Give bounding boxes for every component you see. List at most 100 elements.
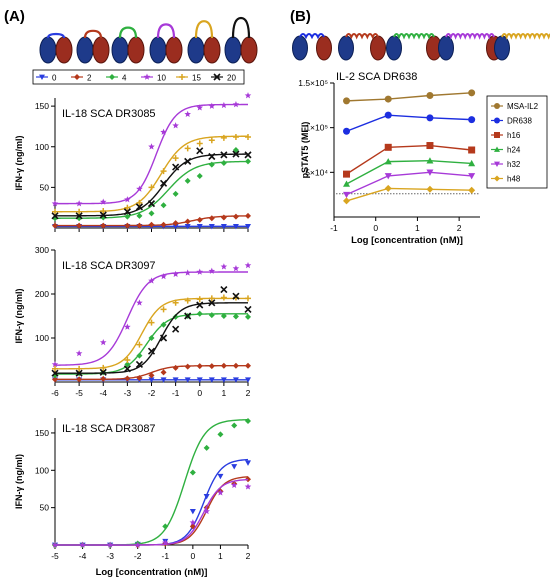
data-point [172, 163, 180, 171]
data-point [232, 134, 239, 140]
data-point [244, 483, 252, 490]
data-point [148, 335, 155, 341]
data-point [99, 368, 107, 376]
data-point [160, 369, 167, 376]
data-point [203, 444, 210, 451]
legend-label: 0 [52, 74, 57, 83]
x-axis-label: Log [concentration (nM)] [351, 235, 463, 246]
data-point [159, 334, 168, 342]
x-tick-label: -5 [75, 388, 83, 398]
series-h16 [343, 142, 476, 178]
data-point [134, 541, 141, 548]
x-tick-label: -1 [330, 223, 338, 233]
data-point [160, 306, 167, 313]
data-point [196, 104, 204, 111]
chart-dr638: 5×10⁴ 1×10⁵ 1.5×10⁵ -1 0 1 2 IL-2 SCA DR638 pSTA… [298, 71, 480, 246]
data-point [184, 145, 191, 152]
data-point [343, 170, 351, 178]
data-point [75, 200, 83, 207]
data-point [426, 157, 434, 164]
legend-marker [39, 74, 45, 80]
data-point [52, 365, 58, 372]
data-point [468, 186, 476, 194]
data-point [220, 377, 227, 383]
data-point [172, 377, 179, 383]
il2-molecule-icon-3 [438, 33, 502, 61]
data-point [136, 185, 143, 192]
molecule-icon-1 [76, 29, 110, 64]
data-point [189, 469, 196, 476]
data-point [231, 422, 238, 429]
series-2 [52, 362, 251, 383]
x-tick-label: -3 [106, 551, 114, 561]
linker [345, 33, 379, 40]
legend-label: 2 [87, 74, 92, 83]
data-point [106, 541, 114, 548]
data-point [244, 151, 252, 159]
series-line [346, 187, 472, 202]
data-point [244, 261, 252, 269]
legend-item-15: 15 [176, 74, 201, 83]
domain-left [292, 35, 308, 61]
data-point [52, 208, 58, 215]
data-point [232, 223, 239, 230]
data-point [160, 128, 167, 135]
series-0 [52, 458, 251, 548]
linker [501, 33, 550, 40]
data-point [160, 377, 167, 383]
data-point [160, 272, 167, 280]
data-point [220, 294, 227, 301]
domain-right [316, 35, 332, 61]
legend-marker [179, 74, 185, 80]
data-point [196, 377, 203, 383]
data-point [136, 299, 143, 306]
data-point [148, 377, 155, 383]
data-point [220, 313, 227, 319]
legend-marker [494, 132, 500, 138]
legend-label: MSA-IL2 [507, 102, 539, 111]
fit-curve [55, 419, 249, 546]
data-point [245, 295, 251, 302]
data-point [232, 265, 240, 272]
data-point [162, 523, 169, 530]
data-point [148, 210, 155, 217]
data-point [220, 362, 227, 369]
data-point [196, 310, 203, 317]
data-point [220, 223, 227, 230]
chart-dr3085: 50 100 150 IL-18 SCA DR3085 IFN-γ (ng/ml) [14, 92, 252, 232]
data-point [52, 376, 58, 383]
data-point [172, 325, 180, 333]
domain-right [165, 36, 183, 64]
data-point [75, 369, 83, 377]
data-point [124, 213, 131, 220]
legend-marker [494, 175, 500, 182]
data-point [160, 202, 167, 209]
fit-curve [55, 297, 248, 370]
data-point [232, 213, 239, 220]
data-point [196, 301, 204, 309]
data-point [162, 539, 169, 546]
series-line [346, 92, 472, 102]
data-point [184, 377, 191, 383]
data-point [172, 313, 179, 320]
data-point [217, 431, 224, 438]
legend-item-4: 4 [106, 74, 127, 83]
y-tick-label: 150 [35, 101, 49, 111]
data-point [343, 180, 351, 187]
series-MSA-IL2 [343, 89, 476, 105]
legend-label: h32 [507, 160, 521, 169]
data-point [160, 168, 167, 175]
data-point [384, 173, 392, 180]
x-tick-label: -1 [162, 551, 170, 561]
series-10 [51, 92, 252, 207]
data-point [160, 321, 167, 328]
data-point [208, 161, 215, 168]
data-point [208, 137, 215, 144]
x-tick-label: -5 [51, 551, 59, 561]
data-point [136, 341, 143, 348]
x-tick-label: 0 [197, 388, 202, 398]
il2-molecule-icon-1 [338, 33, 386, 61]
panel-a-label: (A) [4, 8, 25, 25]
data-point [124, 357, 131, 363]
